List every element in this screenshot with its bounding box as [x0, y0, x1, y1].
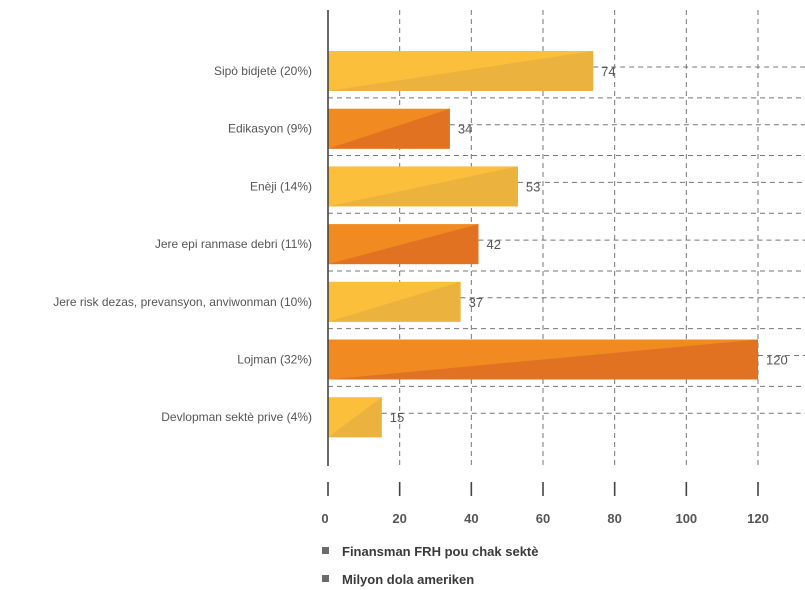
x-tick-label: 40: [464, 511, 478, 526]
bar: [328, 397, 382, 438]
axes: 0 20 40 60 80 100 120: [321, 10, 769, 526]
legend-item-1: Finansman FRH pou chak sektè: [322, 544, 539, 559]
category-label: Jere risk dezas, prevansyon, anviwonman …: [53, 295, 312, 309]
bar-value-label: 53: [526, 179, 540, 194]
category-label: Enèji (14%): [250, 179, 312, 193]
bars: [328, 51, 758, 438]
bar: [328, 281, 461, 322]
bar-shade: [328, 166, 518, 207]
x-tick-label: 60: [536, 511, 550, 526]
bar: [328, 224, 479, 265]
legend-item-2: Milyon dola ameriken: [322, 572, 474, 587]
legend-marker: [322, 547, 329, 554]
x-tick-label: 80: [607, 511, 621, 526]
x-tick-label: 0: [321, 511, 328, 526]
bar-shade: [328, 281, 461, 322]
bar-value-label: 42: [487, 237, 501, 252]
legend-label: Finansman FRH pou chak sektè: [342, 544, 539, 559]
category-label: Edikasyon (9%): [228, 122, 312, 136]
category-label: Sipò bidjetè (20%): [214, 64, 312, 78]
category-label: Lojman (32%): [237, 353, 312, 367]
category-label: Devlopman sektè prive (4%): [161, 410, 312, 424]
bar: [328, 166, 518, 207]
bar-value-label: 37: [469, 295, 483, 310]
x-tick-label: 20: [392, 511, 406, 526]
bar-shade: [328, 224, 479, 265]
bar-shade: [328, 397, 382, 438]
x-tick-label: 100: [675, 511, 697, 526]
bar-shade: [328, 51, 594, 91]
bar-value-label: 34: [458, 122, 472, 137]
legend-marker: [322, 575, 329, 582]
labels: 74 Sipò bidjetè (20%) 34 Edikasyon (9%) 53 En…: [53, 64, 788, 425]
category-label: Jere epi ranmase debri (11%): [155, 237, 312, 251]
bar: [328, 51, 594, 91]
bar-value-label: 74: [601, 64, 615, 79]
bar-value-label: 15: [390, 410, 404, 425]
bar: [328, 339, 758, 380]
bar-shade: [328, 108, 450, 149]
bar-value-label: 120: [766, 353, 788, 368]
bar: [328, 108, 450, 149]
bar-shade: [328, 339, 758, 380]
legend-label: Milyon dola ameriken: [342, 572, 475, 587]
grid: [328, 10, 805, 466]
x-tick-label: 120: [747, 511, 769, 526]
